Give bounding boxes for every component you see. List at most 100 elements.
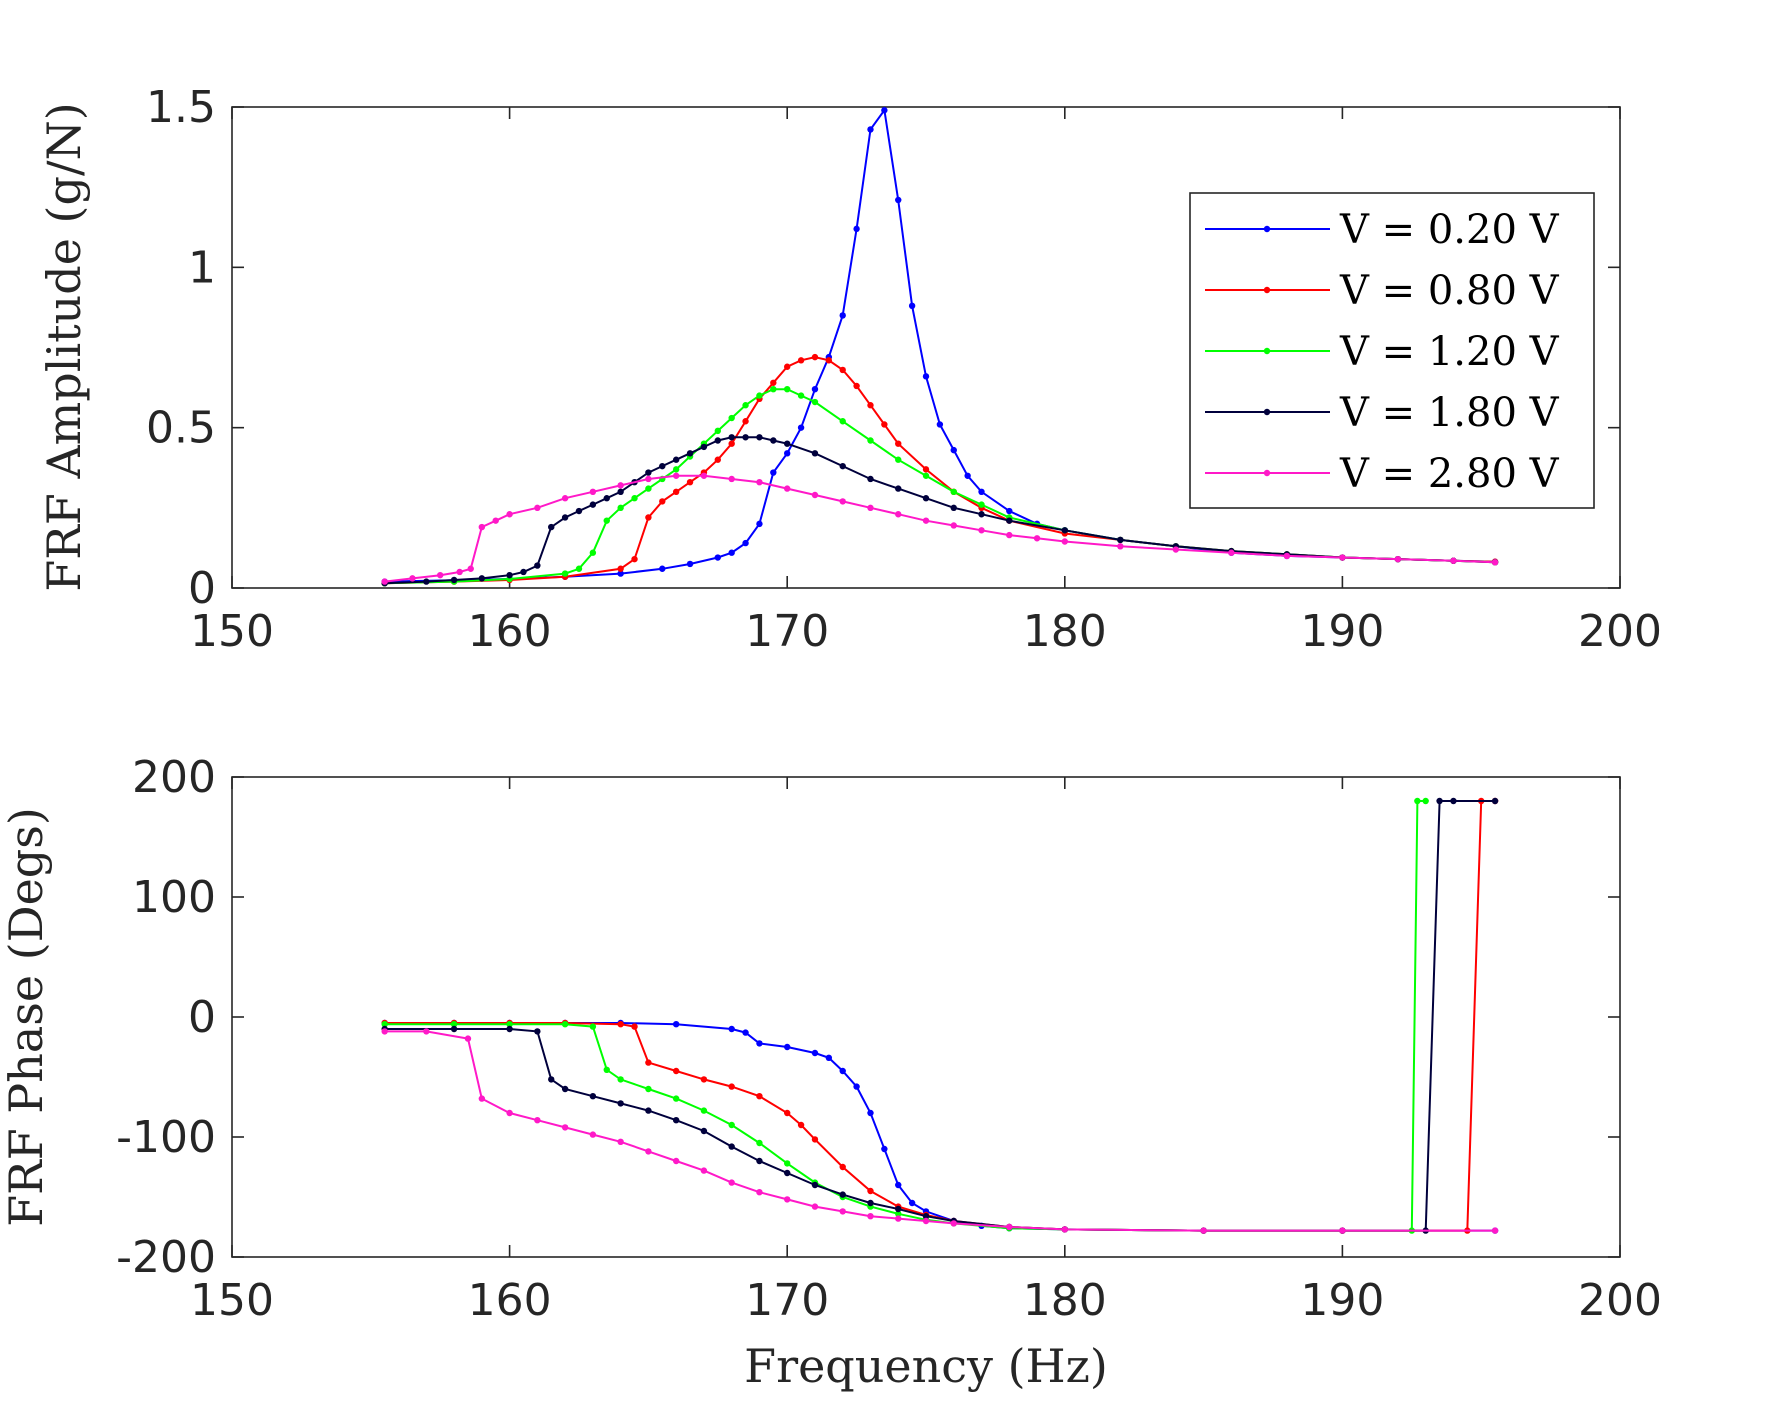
data-point [617,1076,624,1083]
data-point [797,357,805,364]
data-point [645,469,652,476]
data-point [936,421,944,428]
data-point [1006,531,1013,539]
data-point [631,1023,638,1030]
data-point [895,485,902,492]
data-point [506,1109,513,1117]
data-point [589,549,597,556]
data-point [811,353,819,361]
data-point [1228,549,1235,556]
data-point [381,1028,388,1035]
data-point [1061,1226,1069,1233]
data-point [742,434,749,441]
data-point [784,1043,791,1051]
data-point [617,1138,624,1146]
data-point [811,1181,819,1189]
data-point [1339,554,1346,561]
data-point [1450,797,1457,805]
data-point [867,1213,874,1220]
data-point [534,1117,541,1124]
data-point [672,1020,680,1028]
data-point [867,126,874,133]
data-point [825,1054,833,1062]
data-point [714,437,721,444]
data-point [770,385,777,393]
data-point [867,402,874,409]
data-point [437,571,444,579]
data-point [450,576,458,584]
data-point [978,488,985,495]
series-5 [381,472,1499,585]
y-tick-label: 200 [132,752,216,803]
data-point [895,440,902,447]
data-point [728,549,735,556]
data-point [561,1020,569,1028]
data-point [867,1199,874,1207]
data-point [478,523,486,531]
data-point [381,578,388,585]
data-point [1491,559,1499,566]
data-point [464,1035,472,1042]
data-point [1117,536,1124,544]
data-point [950,488,957,495]
data-point [575,507,583,515]
data-point [1033,535,1041,542]
data-point [561,495,569,502]
data-point [1422,797,1429,805]
data-point [784,1160,791,1167]
data-point [617,1020,624,1028]
data-point [534,504,541,512]
data-point [756,1139,763,1147]
data-point [839,1191,846,1198]
data-point [908,1199,916,1207]
data-point [561,570,569,577]
data-point [548,523,555,531]
data-point [423,578,430,585]
data-point [756,1157,763,1165]
data-point [575,565,583,572]
data-point [867,437,874,444]
data-point [811,491,819,499]
data-point [617,482,624,489]
data-point [672,466,680,473]
data-point [603,495,610,502]
data-point [645,1085,652,1093]
data-point [1491,1227,1499,1234]
y-tick-label: 0 [188,563,216,614]
data-point [700,472,708,479]
data-point [714,554,721,561]
data-point [1414,797,1421,805]
legend-label: V = 0.80 V [1339,268,1560,314]
data-point [534,562,541,569]
data-point [922,517,930,524]
data-point [964,472,971,479]
data-point [506,571,513,579]
data-point [908,302,916,310]
y-tick-label: -200 [116,1232,216,1283]
series-5 [381,1028,1499,1234]
data-point [853,225,860,233]
data-point [784,363,791,370]
data-point [950,522,957,529]
data-point [756,1093,763,1100]
data-point [742,402,749,409]
data-point [895,196,902,204]
data-point [978,511,985,518]
data-point [756,1040,763,1047]
amplitude-panel: 150 160 170 180 190 200 0 0.5 1 1.5 FRF Amplitude … [37,82,1662,657]
x-tick-label: 150 [190,1275,274,1326]
data-point [645,1059,652,1066]
data-point [784,385,791,393]
x-tick-label: 170 [745,1275,829,1326]
data-point [686,478,694,486]
x-tick-label: 160 [468,606,552,657]
data-point [728,1121,735,1129]
data-point [797,392,805,399]
data-point [742,539,749,547]
data-point [450,1020,458,1028]
y-axis-label: FRF Phase (Degs) [0,807,53,1227]
data-point [770,379,777,386]
data-point [423,1028,430,1035]
data-point [672,1157,680,1165]
